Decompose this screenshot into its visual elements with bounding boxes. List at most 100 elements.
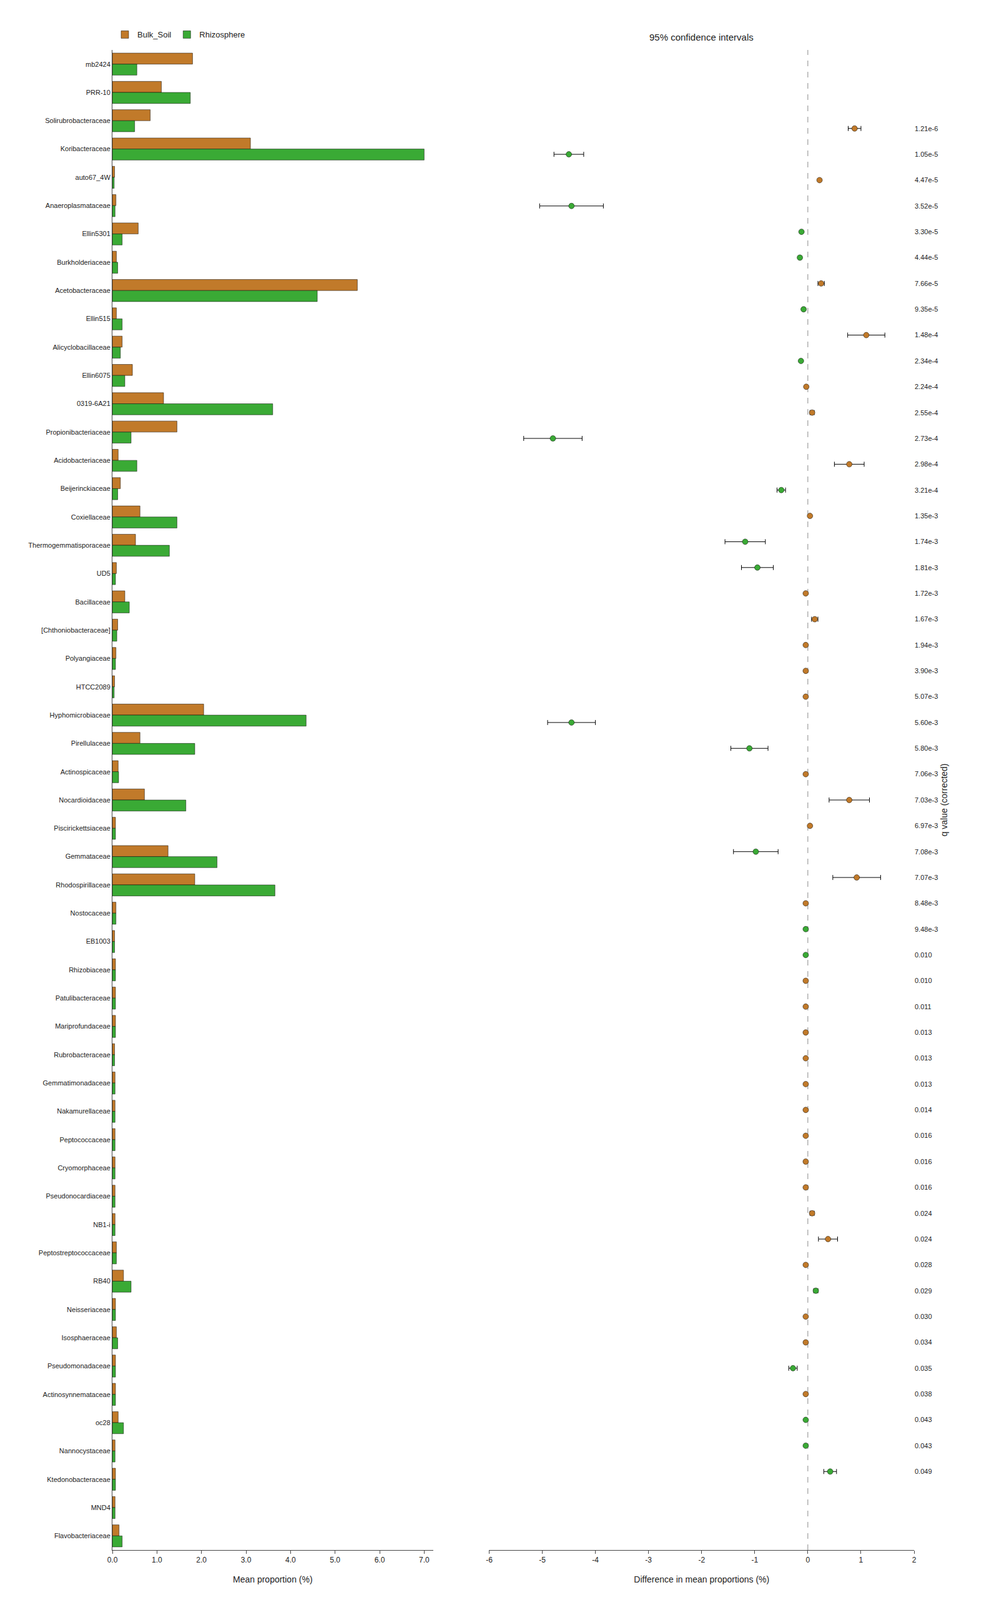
svg-text:0.0: 0.0 — [107, 1555, 119, 1565]
svg-text:1.21e-6: 1.21e-6 — [914, 124, 938, 133]
svg-text:Cryomorphaceae: Cryomorphaceae — [57, 1163, 110, 1172]
svg-text:Acetobacteraceae: Acetobacteraceae — [54, 286, 111, 295]
svg-text:Solirubrobacteraceae: Solirubrobacteraceae — [44, 116, 111, 125]
svg-text:auto67_4W: auto67_4W — [75, 173, 112, 182]
svg-text:0.043: 0.043 — [914, 1441, 933, 1450]
svg-text:0.035: 0.035 — [914, 1364, 933, 1372]
svg-text:Ellin6075: Ellin6075 — [82, 371, 111, 379]
svg-text:0.029: 0.029 — [914, 1286, 933, 1295]
svg-text:Ellin515: Ellin515 — [86, 314, 111, 323]
svg-text:oc28: oc28 — [95, 1418, 111, 1427]
svg-text:Ktedonobacteraceae: Ktedonobacteraceae — [46, 1475, 111, 1483]
svg-text:-4: -4 — [591, 1555, 599, 1565]
svg-text:9.48e-3: 9.48e-3 — [914, 925, 938, 933]
svg-text:8.48e-3: 8.48e-3 — [914, 899, 938, 907]
svg-text:2: 2 — [912, 1555, 917, 1565]
svg-text:5.60e-3: 5.60e-3 — [914, 718, 938, 727]
svg-text:Rhodospirillaceae: Rhodospirillaceae — [55, 880, 110, 889]
svg-text:Koribacteraceae: Koribacteraceae — [60, 144, 111, 153]
svg-text:Bulk_Soil: Bulk_Soil — [137, 29, 172, 40]
svg-text:95% confidence intervals: 95% confidence intervals — [649, 31, 754, 43]
svg-text:7.0: 7.0 — [418, 1555, 430, 1565]
svg-text:1.94e-3: 1.94e-3 — [914, 641, 938, 649]
svg-text:Actinospicaceae: Actinospicaceae — [60, 767, 111, 776]
svg-text:Hyphomicrobiaceae: Hyphomicrobiaceae — [49, 711, 111, 719]
svg-text:Piscirickettsiaceae: Piscirickettsiaceae — [53, 824, 110, 832]
svg-text:1: 1 — [859, 1555, 864, 1565]
svg-text:-1: -1 — [751, 1555, 758, 1565]
svg-text:0.013: 0.013 — [914, 1028, 933, 1036]
svg-text:Rhizosphere: Rhizosphere — [199, 29, 245, 40]
svg-text:1.67e-3: 1.67e-3 — [914, 615, 938, 623]
svg-text:0.014: 0.014 — [914, 1105, 933, 1114]
svg-text:0.030: 0.030 — [914, 1312, 933, 1320]
svg-text:NB1-i: NB1-i — [93, 1220, 111, 1229]
svg-text:Polyangiaceae: Polyangiaceae — [65, 654, 111, 662]
svg-text:9.35e-5: 9.35e-5 — [914, 305, 938, 313]
svg-text:1.48e-4: 1.48e-4 — [914, 330, 938, 339]
svg-text:Beijerinckiaceae: Beijerinckiaceae — [60, 484, 111, 493]
svg-text:PRR-10: PRR-10 — [86, 88, 111, 97]
svg-text:Mariprofundaceae: Mariprofundaceae — [54, 1022, 111, 1030]
svg-text:0.049: 0.049 — [914, 1467, 933, 1475]
svg-text:Nocardioidaceae: Nocardioidaceae — [58, 796, 111, 804]
svg-text:Anaeroplasmataceae: Anaeroplasmataceae — [45, 201, 111, 210]
svg-text:Patulibacteraceae: Patulibacteraceae — [55, 993, 111, 1002]
svg-text:0.034: 0.034 — [914, 1338, 933, 1346]
svg-text:3.52e-5: 3.52e-5 — [914, 202, 938, 210]
svg-text:4.0: 4.0 — [285, 1555, 296, 1565]
svg-text:1.35e-3: 1.35e-3 — [914, 511, 938, 520]
svg-text:2.0: 2.0 — [196, 1555, 207, 1565]
svg-text:Burkholderiaceae: Burkholderiaceae — [56, 258, 111, 266]
svg-text:Peptostreptococcaceae: Peptostreptococcaceae — [38, 1248, 111, 1257]
svg-text:0.013: 0.013 — [914, 1053, 933, 1062]
svg-text:2.98e-4: 2.98e-4 — [914, 460, 938, 468]
svg-text:4.47e-5: 4.47e-5 — [914, 176, 938, 184]
svg-text:1.81e-3: 1.81e-3 — [914, 563, 938, 572]
svg-text:1.0: 1.0 — [151, 1555, 163, 1565]
svg-text:Mean proportion (%): Mean proportion (%) — [232, 1574, 313, 1585]
svg-text:0.016: 0.016 — [914, 1131, 933, 1139]
svg-text:0.011: 0.011 — [914, 1002, 932, 1011]
svg-text:0.010: 0.010 — [914, 976, 933, 985]
svg-text:1.72e-3: 1.72e-3 — [914, 589, 938, 597]
svg-text:[Chthoniobacteraceae]: [Chthoniobacteraceae] — [41, 626, 111, 634]
svg-text:HTCC2089: HTCC2089 — [76, 683, 111, 691]
svg-text:Propionibacteriaceae: Propionibacteriaceae — [45, 428, 110, 436]
svg-text:5.0: 5.0 — [329, 1555, 341, 1565]
svg-text:7.06e-3: 7.06e-3 — [914, 769, 938, 778]
svg-text:mb2424: mb2424 — [85, 60, 111, 69]
svg-text:7.66e-5: 7.66e-5 — [914, 279, 938, 288]
svg-text:-3: -3 — [644, 1555, 652, 1565]
svg-text:Pirellulaceae: Pirellulaceae — [71, 739, 111, 747]
svg-text:0.043: 0.043 — [914, 1415, 933, 1423]
svg-text:4.44e-5: 4.44e-5 — [914, 253, 938, 261]
svg-text:Coxiellaceae: Coxiellaceae — [71, 513, 111, 521]
svg-text:1.74e-3: 1.74e-3 — [914, 537, 938, 546]
svg-text:Acidobacteriaceae: Acidobacteriaceae — [53, 456, 111, 464]
svg-text:-6: -6 — [485, 1555, 493, 1565]
svg-text:EB1003: EB1003 — [86, 937, 111, 945]
svg-text:1.05e-5: 1.05e-5 — [914, 150, 938, 158]
svg-text:0.024: 0.024 — [914, 1209, 933, 1217]
svg-text:MND4: MND4 — [91, 1503, 111, 1511]
svg-text:Nakamurellaceae: Nakamurellaceae — [56, 1107, 111, 1115]
svg-text:Nostocaceae: Nostocaceae — [70, 909, 111, 917]
svg-text:5.80e-3: 5.80e-3 — [914, 744, 938, 752]
svg-text:Nannocystaceae: Nannocystaceae — [59, 1446, 111, 1455]
svg-text:q value (corrected): q value (corrected) — [939, 763, 950, 837]
svg-text:0.024: 0.024 — [914, 1235, 933, 1243]
svg-text:0.013: 0.013 — [914, 1080, 933, 1088]
svg-text:7.08e-3: 7.08e-3 — [914, 847, 938, 856]
svg-text:Rhizobiaceae: Rhizobiaceae — [68, 965, 111, 974]
svg-text:0.010: 0.010 — [914, 950, 933, 959]
svg-text:6.97e-3: 6.97e-3 — [914, 821, 938, 830]
svg-text:Thermogemmatisporaceae: Thermogemmatisporaceae — [28, 541, 110, 549]
svg-text:2.73e-4: 2.73e-4 — [914, 434, 938, 443]
svg-text:Gemmataceae: Gemmataceae — [65, 852, 111, 860]
svg-text:5.07e-3: 5.07e-3 — [914, 692, 938, 700]
svg-text:0.016: 0.016 — [914, 1157, 933, 1166]
svg-text:2.34e-4: 2.34e-4 — [914, 357, 938, 365]
svg-text:3.90e-3: 3.90e-3 — [914, 666, 938, 675]
svg-text:2.24e-4: 2.24e-4 — [914, 382, 938, 391]
